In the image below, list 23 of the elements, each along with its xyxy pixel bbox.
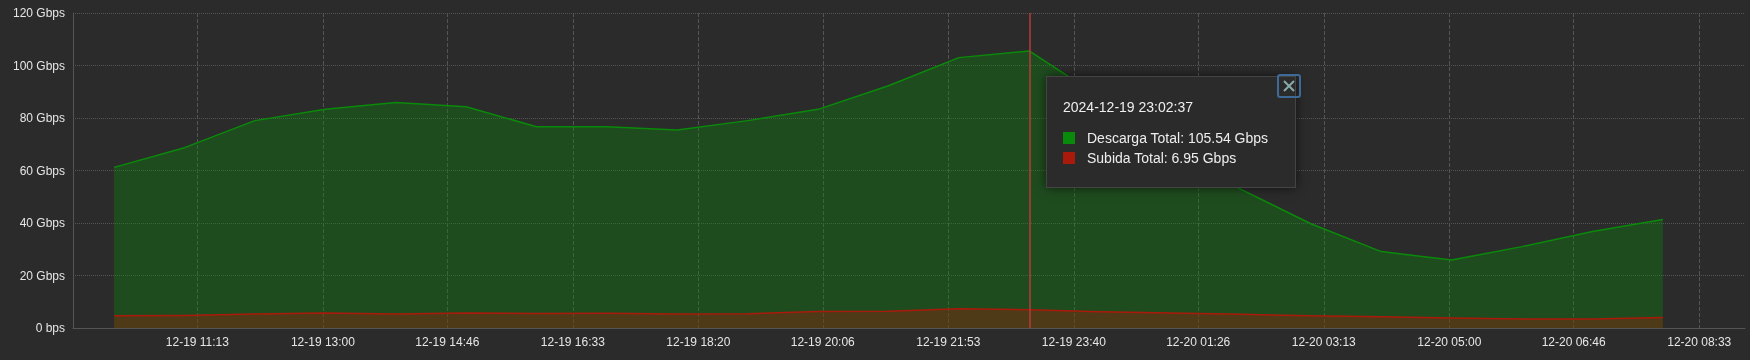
x-tick-label: 12-19 14:46: [415, 335, 480, 349]
y-tick-label: 100 Gbps: [12, 58, 65, 73]
y-tick-label: 80 Gbps: [19, 111, 65, 125]
annotation: 2024-12-19 23:02:37: [1063, 99, 1193, 115]
y-tick-label: 20 Gbps: [19, 268, 65, 283]
x-tick-label: 12-19 13:00: [290, 335, 356, 349]
x-tick-label: 12-19 21:53: [916, 335, 981, 349]
x-tick-label: 12-20 08:33: [1667, 335, 1732, 349]
annotation: Subida Total: 6.95 Gbps: [1087, 150, 1237, 166]
y-tick-label: 60 Gbps: [19, 163, 65, 178]
x-tick-label: 12-20 03:13: [1291, 335, 1357, 349]
y-tick-label: 40 Gbps: [19, 216, 65, 230]
x-tick-label: 12-19 20:06: [790, 335, 856, 349]
x-tick-label: 12-20 06:46: [1541, 335, 1607, 349]
annotation: Descarga Total: 105.54 Gbps: [1087, 130, 1269, 146]
y-tick-label: 120 Gbps: [12, 6, 65, 20]
x-tick-label: 12-20 01:26: [1166, 335, 1231, 349]
y-tick-label: 0 bps: [35, 321, 65, 335]
x-tick-label: 12-19 11:13: [165, 335, 230, 349]
x-tick-label: 12-20 05:00: [1417, 335, 1482, 349]
x-tick-label: 12-19 16:33: [540, 335, 606, 349]
x-tick-label: 12-19 18:20: [666, 335, 731, 349]
x-tick-label: 12-19 23:40: [1041, 335, 1107, 349]
